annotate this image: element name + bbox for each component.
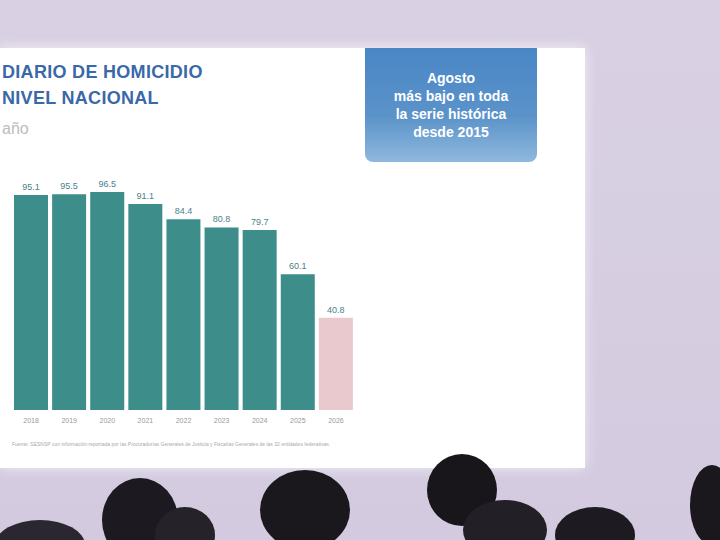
svg-text:2025: 2025 bbox=[290, 417, 306, 424]
svg-text:79.7: 79.7 bbox=[251, 217, 269, 227]
svg-text:2026: 2026 bbox=[328, 417, 344, 424]
svg-text:80.8: 80.8 bbox=[213, 214, 231, 224]
svg-text:95.5: 95.5 bbox=[60, 181, 78, 191]
html-text:la serie histórica: la serie histórica bbox=[395, 106, 507, 122]
html-text:NIVEL NACIONAL: NIVEL NACIONAL bbox=[2, 88, 159, 108]
svg-text:91.1: 91.1 bbox=[137, 191, 155, 201]
html-text:desde 2015: desde 2015 bbox=[413, 124, 489, 140]
html-text:más bajo en toda: más bajo en toda bbox=[393, 88, 509, 104]
svg-text:2023: 2023 bbox=[214, 417, 230, 424]
svg-text:2019: 2019 bbox=[61, 417, 77, 424]
svg-text:2022: 2022 bbox=[176, 417, 192, 424]
svg-text:2020: 2020 bbox=[99, 417, 115, 424]
svg-text:2024: 2024 bbox=[252, 417, 268, 424]
html-text:Fuente: SESNSP con información: Fuente: SESNSP con información reportada… bbox=[12, 441, 331, 447]
html-text:Agosto: Agosto bbox=[426, 70, 476, 86]
html-text:DIARIO DE HOMICIDIO: DIARIO DE HOMICIDIO bbox=[2, 62, 203, 82]
svg-text:2018: 2018 bbox=[23, 417, 39, 424]
svg-text:84.4: 84.4 bbox=[175, 206, 193, 216]
svg-text:95.1: 95.1 bbox=[22, 182, 40, 192]
svg-text:40.8: 40.8 bbox=[327, 305, 345, 315]
svg-text:60.1: 60.1 bbox=[289, 261, 307, 271]
html-text:año: año bbox=[2, 120, 29, 137]
svg-text:2021: 2021 bbox=[138, 417, 154, 424]
svg-text:96.5: 96.5 bbox=[98, 179, 116, 189]
